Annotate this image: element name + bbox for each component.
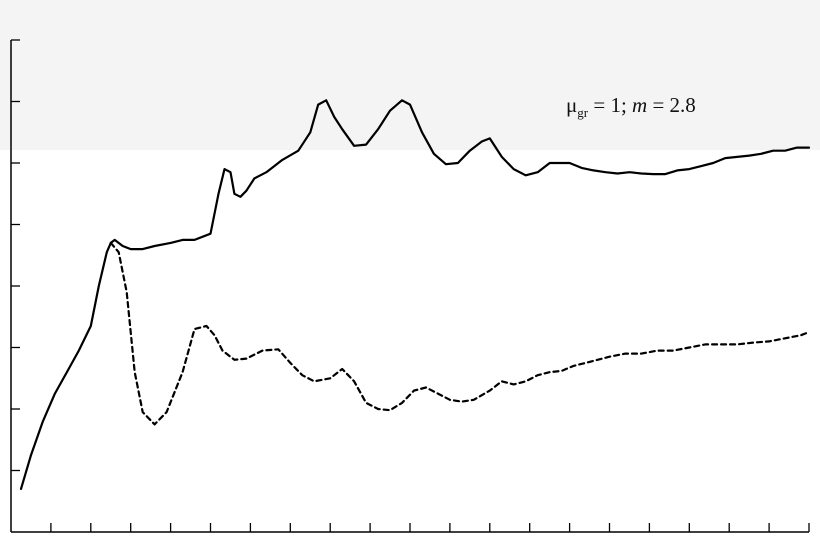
annotation: μgr = 1; m = 2.8 [566, 93, 696, 120]
header-shade [0, 0, 820, 150]
annotation-m: m [632, 93, 647, 117]
annotation-subscript: gr [577, 105, 589, 120]
series-group [19, 99, 811, 490]
y-ticks [11, 39, 20, 472]
dashed-series-line [109, 241, 811, 426]
annotation-equals-1: = 1; [588, 93, 632, 117]
x-ticks [50, 523, 810, 532]
plot-panel [11, 150, 809, 532]
solid-series-line [19, 99, 811, 490]
annotation-mu: μ [566, 93, 577, 117]
annotation-equals-2: = 2.8 [647, 93, 696, 117]
